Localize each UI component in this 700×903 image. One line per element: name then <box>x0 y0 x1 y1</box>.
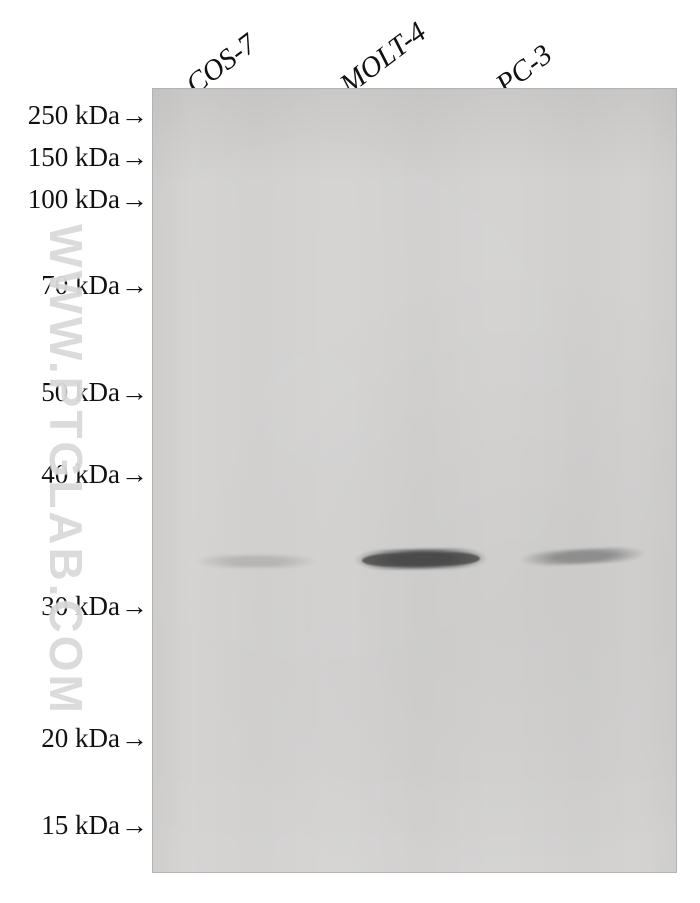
marker-label-region: 250 kDa→150 kDa→100 kDa→70 kDa→50 kDa→40… <box>0 0 150 903</box>
mw-marker-value: 15 kDa <box>41 810 120 840</box>
mw-marker-value: 40 kDa <box>41 459 120 489</box>
mw-marker-label: 100 kDa→ <box>0 184 150 215</box>
lane-label-region: COS-7MOLT-4PC-3 <box>0 0 700 100</box>
arrow-right-icon: → <box>121 270 148 300</box>
arrow-right-icon: → <box>121 100 148 130</box>
arrow-right-icon: → <box>121 591 148 621</box>
mw-marker-label: 250 kDa→ <box>0 100 150 131</box>
arrow-right-icon: → <box>121 723 148 753</box>
mw-marker-value: 50 kDa <box>41 377 120 407</box>
protein-band-core <box>362 552 480 567</box>
mw-marker-label: 15 kDa→ <box>0 810 150 841</box>
mw-marker-label: 20 kDa→ <box>0 723 150 754</box>
arrow-right-icon: → <box>121 459 148 489</box>
mw-marker-label: 50 kDa→ <box>0 377 150 408</box>
mw-marker-value: 250 kDa <box>28 100 120 130</box>
mw-marker-label: 40 kDa→ <box>0 459 150 490</box>
mw-marker-label: 30 kDa→ <box>0 591 150 622</box>
western-blot-figure: 250 kDa→150 kDa→100 kDa→70 kDa→50 kDa→40… <box>0 0 700 903</box>
arrow-right-icon: → <box>121 184 148 214</box>
arrow-right-icon: → <box>121 142 148 172</box>
blot-membrane <box>152 88 677 873</box>
lane-shadow <box>182 89 330 872</box>
mw-marker-value: 70 kDa <box>41 270 120 300</box>
mw-marker-value: 20 kDa <box>41 723 120 753</box>
mw-marker-value: 100 kDa <box>28 184 120 214</box>
arrow-right-icon: → <box>121 810 148 840</box>
mw-marker-label: 150 kDa→ <box>0 142 150 173</box>
mw-marker-value: 150 kDa <box>28 142 120 172</box>
lane-shadow <box>347 89 495 872</box>
lane-shadow <box>509 89 657 872</box>
arrow-right-icon: → <box>121 377 148 407</box>
mw-marker-value: 30 kDa <box>41 591 120 621</box>
protein-band <box>192 555 320 568</box>
mw-marker-label: 70 kDa→ <box>0 270 150 301</box>
